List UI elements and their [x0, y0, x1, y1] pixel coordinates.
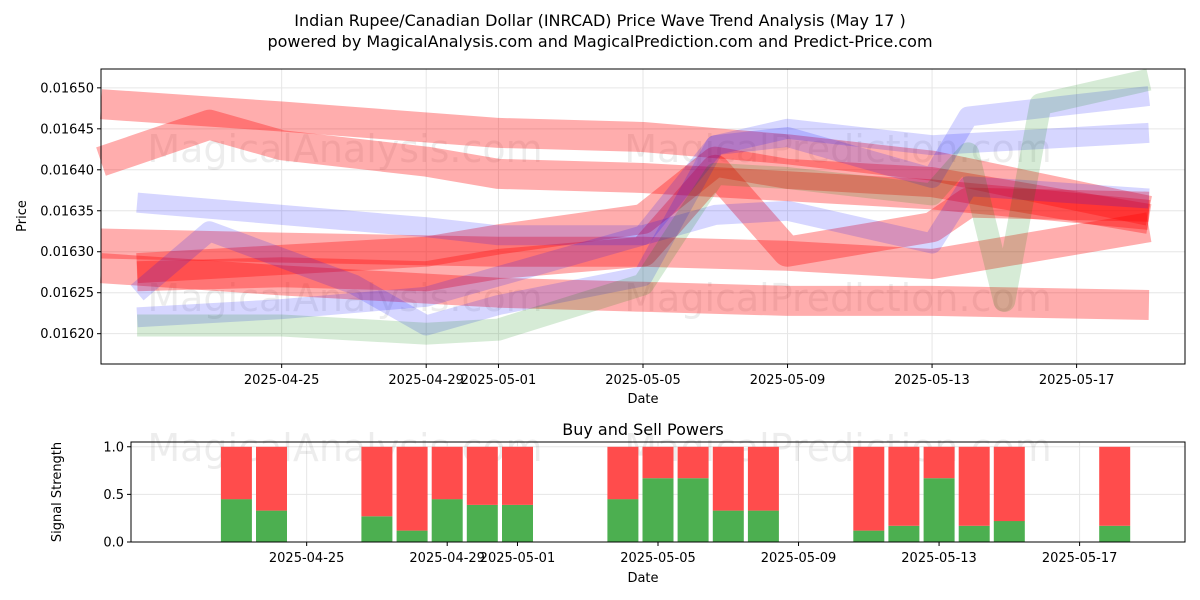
sell-bar: [396, 446, 428, 531]
buy-bar: [361, 516, 393, 542]
price-x-tick-label: 2025-05-01: [461, 373, 537, 388]
signal-x-tick-label: 2025-05-09: [761, 551, 837, 566]
buy-bar: [923, 478, 955, 542]
signal-x-tick-label: 2025-05-01: [480, 551, 556, 566]
buy-bar: [677, 478, 709, 542]
watermark-prediction: MagicalPrediction.com: [624, 276, 1052, 320]
buy-bar: [396, 530, 428, 542]
buy-bar: [431, 499, 463, 542]
chart-title: Indian Rupee/Canadian Dollar (INRCAD) Pr…: [294, 11, 905, 30]
price-series-line: [100, 212, 1152, 279]
buy-bar: [220, 499, 252, 542]
buy-bar: [1099, 525, 1131, 542]
signal-y-tick-label: 0.0: [103, 536, 124, 551]
price-y-tick-label: 0.01635: [40, 204, 94, 219]
price-x-tick-label: 2025-05-13: [894, 373, 970, 388]
signal-bars-group: [220, 446, 1131, 542]
price-y-tick-label: 0.01650: [40, 81, 94, 96]
signal-y-ticks: 0.0 0.5 1.0: [103, 440, 131, 551]
signal-x-tick-label: 2025-04-25: [269, 551, 345, 566]
buy-bar: [256, 510, 287, 542]
sell-bar: [888, 446, 920, 526]
signal-y-tick-label: 0.5: [103, 488, 124, 503]
price-series-line: [136, 154, 1150, 292]
watermark-analysis: MagicalAnalysis.com: [147, 276, 542, 320]
sell-bar: [466, 446, 498, 505]
price-series-line: [130, 86, 1151, 336]
sell-bar: [1099, 446, 1131, 526]
price-watermarks: MagicalAnalysis.com MagicalPrediction.co…: [147, 127, 1051, 320]
price-y-tick-label: 0.01645: [40, 122, 94, 137]
buy-bar: [993, 521, 1025, 542]
sell-bar: [923, 446, 955, 479]
price-y-tick-label: 0.01640: [40, 163, 94, 178]
watermark-prediction: MagicalPrediction.com: [624, 127, 1052, 171]
buy-bar: [853, 530, 885, 542]
sell-bar: [431, 446, 463, 500]
price-series-line: [99, 253, 1150, 320]
price-grid: [101, 69, 1185, 364]
signal-x-tick-label: 2025-05-13: [901, 551, 977, 566]
price-y-tick-label: 0.01625: [40, 286, 94, 301]
sell-bar: [361, 446, 393, 517]
signal-panel-title: Buy and Sell Powers: [562, 420, 724, 439]
sell-bar: [607, 446, 639, 500]
price-y-tick-label: 0.01620: [40, 327, 94, 342]
sell-bar: [502, 446, 533, 505]
price-series-line: [136, 118, 1150, 328]
sell-bar: [853, 446, 885, 531]
buy-bar: [958, 525, 990, 542]
price-x-tick-label: 2025-04-29: [388, 373, 464, 388]
signal-x-tick-label: 2025-05-05: [620, 551, 696, 566]
buy-bar: [888, 525, 920, 542]
sell-bar: [993, 446, 1025, 522]
price-series-line: [136, 176, 1150, 254]
signal-y-axis-label: Signal Strength: [50, 442, 65, 542]
signal-panel: Buy and Sell Powers MagicalAnalysis.com …: [50, 420, 1186, 586]
price-series-line: [137, 68, 1152, 345]
price-x-axis-label: Date: [627, 392, 658, 407]
price-x-tick-label: 2025-04-25: [244, 373, 320, 388]
price-y-axis-label: Price: [15, 200, 30, 232]
sell-bar: [747, 446, 779, 511]
price-y-tick-label: 0.01630: [40, 245, 94, 260]
sell-bar: [256, 446, 287, 511]
price-series-line: [136, 146, 1152, 284]
sell-bar: [712, 446, 744, 511]
signal-x-tick-label: 2025-05-17: [1042, 551, 1118, 566]
sell-bar: [642, 446, 674, 479]
price-x-tick-label: 2025-05-05: [605, 373, 681, 388]
sell-bar: [958, 446, 990, 526]
watermark-analysis: MagicalAnalysis.com: [147, 127, 542, 171]
signal-x-axis-label: Date: [627, 571, 658, 586]
buy-bar: [747, 510, 779, 542]
buy-bar: [502, 504, 533, 542]
buy-bar: [607, 499, 639, 542]
buy-bar: [466, 504, 498, 542]
price-series-line: [96, 109, 1151, 230]
price-series-group: [96, 68, 1152, 345]
signal-y-tick-label: 1.0: [103, 440, 124, 455]
sell-bar: [220, 446, 252, 500]
buy-bar: [712, 510, 744, 542]
signal-x-tick-label: 2025-04-29: [409, 551, 485, 566]
buy-bar: [642, 478, 674, 542]
price-x-tick-label: 2025-05-09: [750, 373, 826, 388]
price-series-line: [99, 89, 1152, 226]
price-panel: MagicalAnalysis.com MagicalPrediction.co…: [15, 68, 1186, 407]
price-x-tick-label: 2025-05-17: [1039, 373, 1115, 388]
price-y-ticks: 0.01620 0.01625 0.01630 0.01635 0.01640 0.016…: [40, 81, 101, 342]
chart-subtitle: powered by MagicalAnalysis.com and Magic…: [267, 32, 932, 51]
sell-bar: [677, 446, 709, 479]
